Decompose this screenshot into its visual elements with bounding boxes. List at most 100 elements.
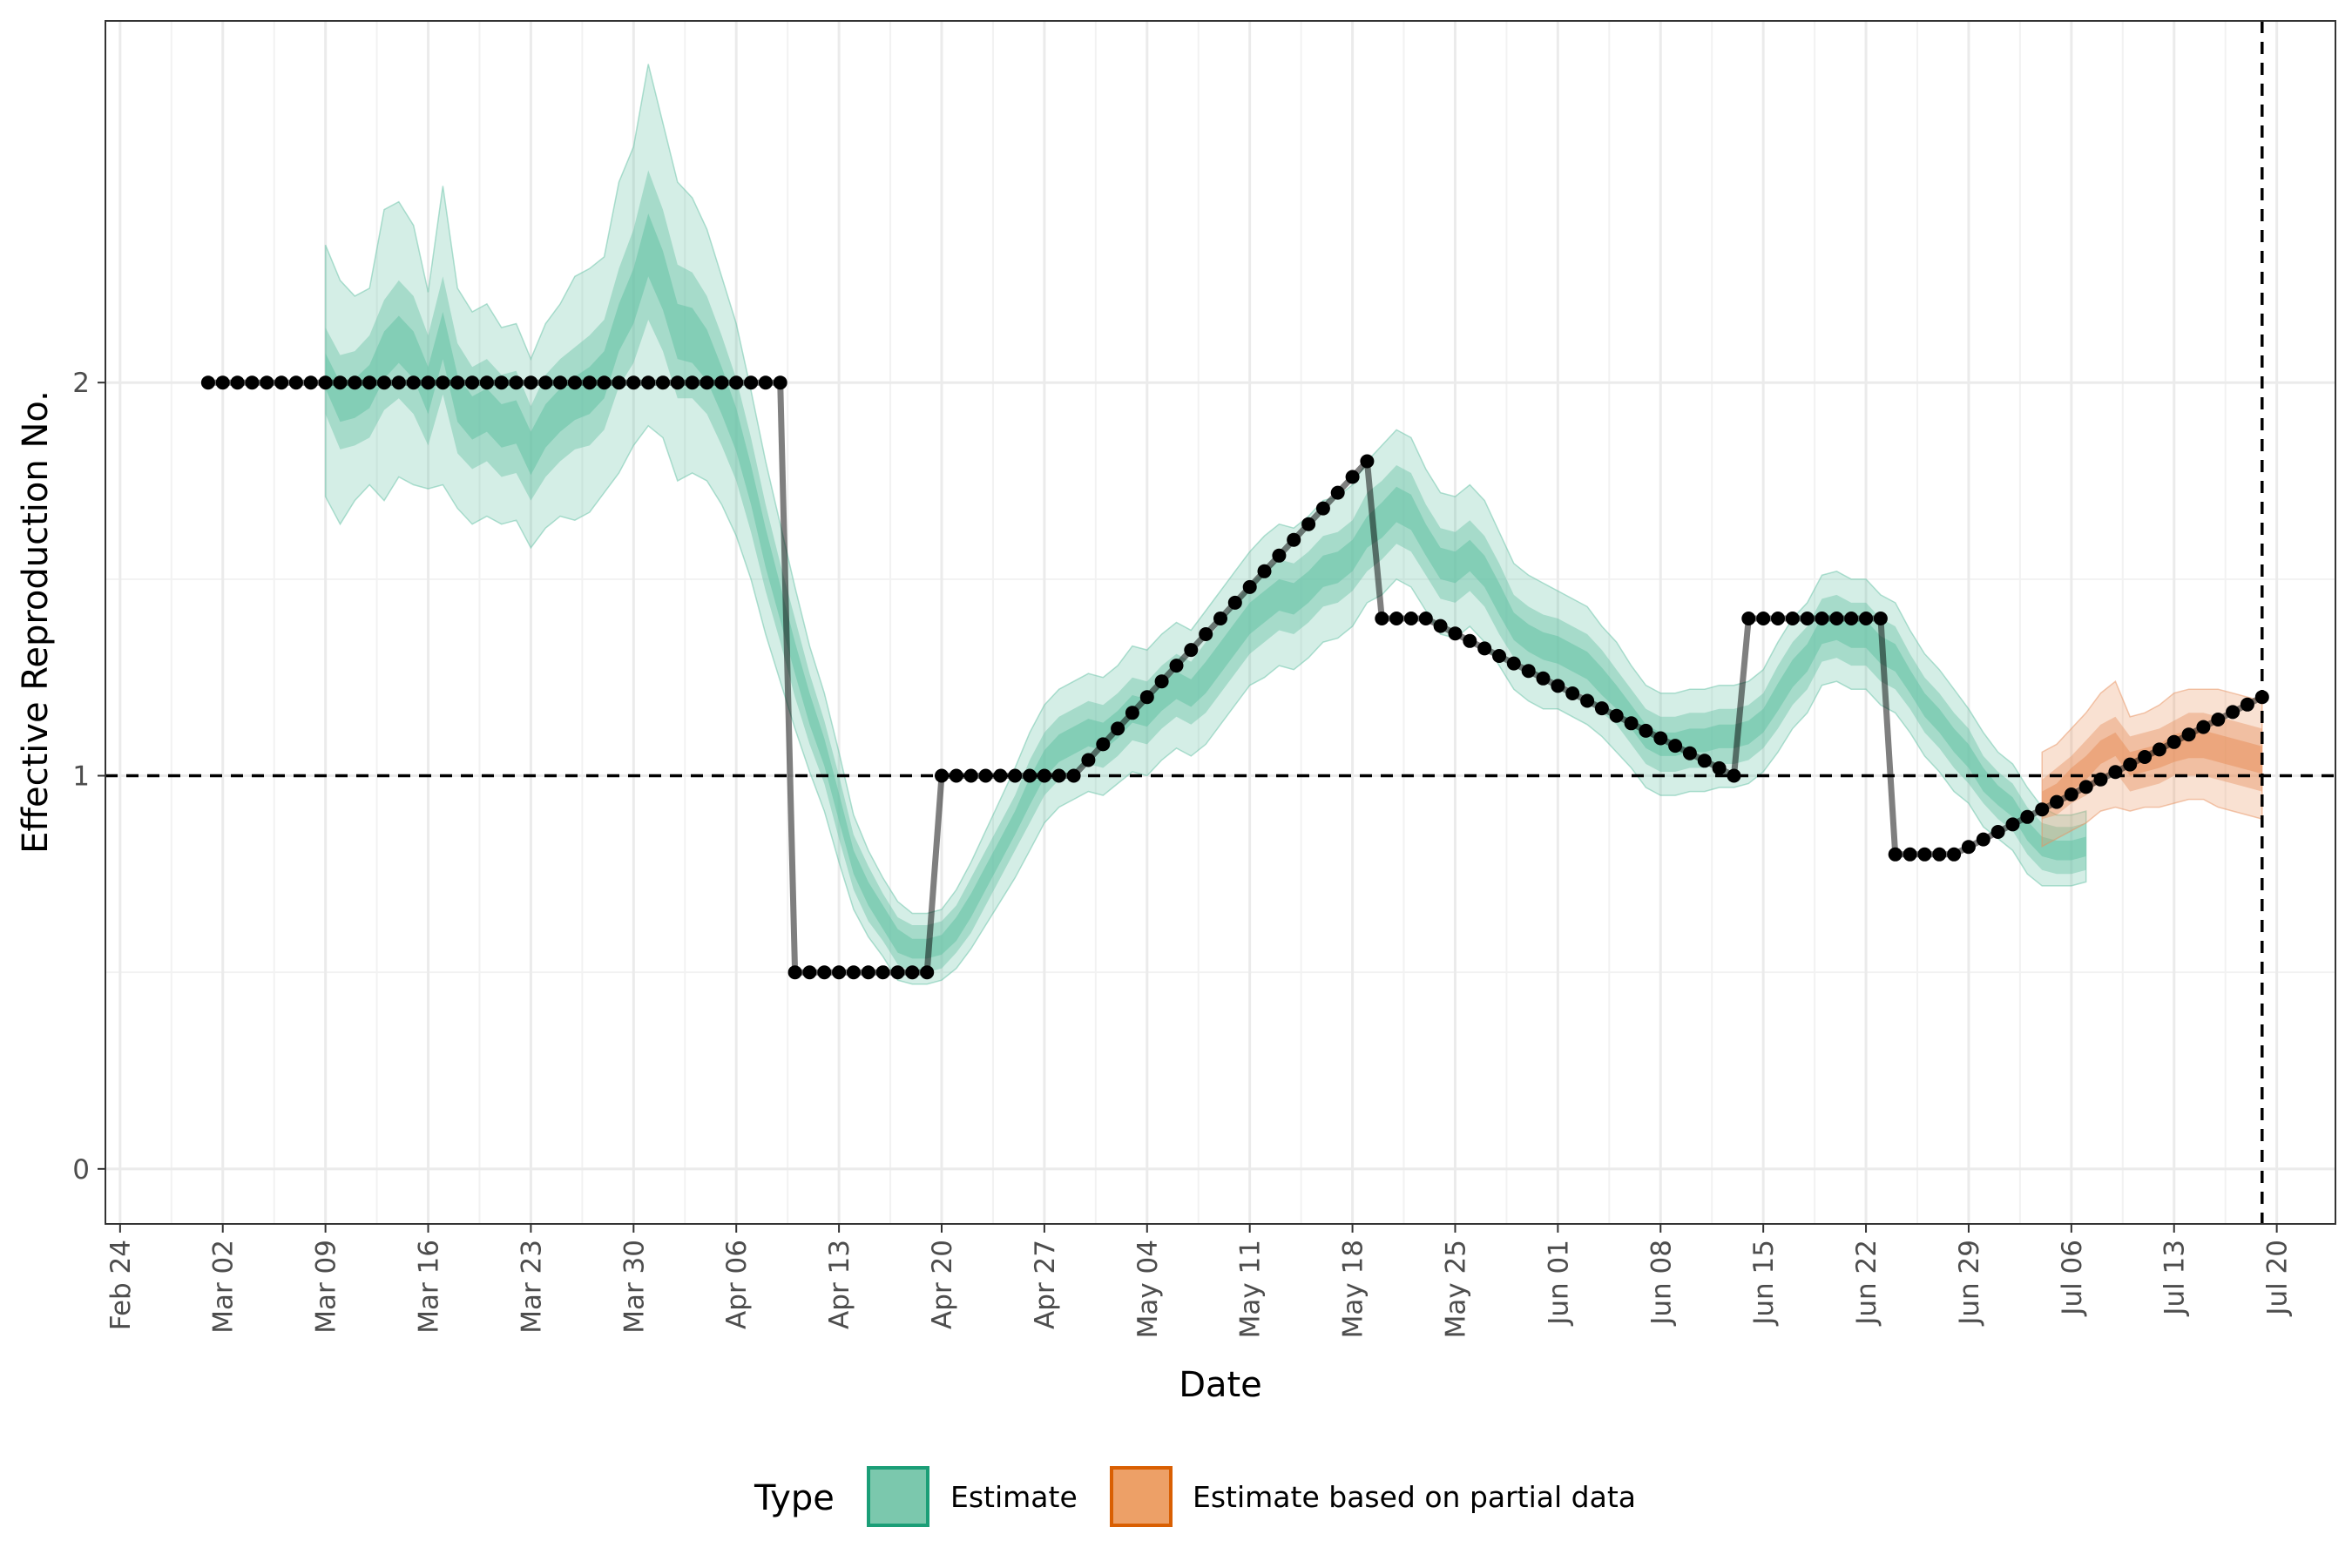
y-tick-label: 2 [72,368,90,399]
x-tick-label: Mar 16 [414,1240,445,1334]
true-rt-point-2020-03-23 [524,375,538,390]
true-rt-point-2020-04-13 [832,965,847,980]
x-tick-label: Jul 06 [2057,1240,2088,1317]
true-rt-point-2020-04-04 [700,375,714,390]
true-rt-point-2020-03-13 [377,375,391,390]
true-rt-point-2020-06-19 [1815,612,1829,625]
true-rt-point-2020-03-03 [230,375,245,390]
x-tick-label: Jul 20 [2262,1240,2294,1317]
true-rt-point-2020-03-15 [406,375,421,390]
true-rt-point-2020-07-01 [1990,825,2005,839]
true-rt-point-2020-03-09 [318,375,333,390]
true-rt-point-2020-03-31 [641,375,656,390]
true-rt-point-2020-03-07 [288,375,303,390]
true-rt-point-2020-03-08 [303,375,318,390]
true-rt-points [200,375,2269,980]
true-rt-point-2020-06-13 [1727,768,1741,783]
true-rt-point-2020-03-24 [538,375,553,390]
true-rt-point-2020-06-01 [1551,679,1565,693]
true-rt-point-2020-06-08 [1653,731,1668,746]
true-rt-point-2020-05-20 [1375,612,1389,625]
true-rt-point-2020-07-10 [2123,757,2138,772]
true-rt-point-2020-04-15 [861,965,875,980]
true-rt-point-2020-04-16 [875,965,890,980]
x-axis-title: Date [1179,1365,1262,1405]
true-rt-point-2020-05-04 [1139,690,1154,705]
x-tick-label: Jun 15 [1748,1240,1780,1327]
true-rt-point-2020-07-06 [2064,787,2078,801]
true-rt-point-2020-05-26 [1463,633,1477,648]
true-rt-point-2020-05-27 [1477,641,1492,656]
x-tick-label: Feb 24 [105,1240,137,1330]
true-rt-point-2020-05-25 [1448,626,1463,641]
true-rt-point-2020-04-01 [656,375,670,390]
true-rt-point-2020-06-23 [1873,612,1888,625]
true-rt-point-2020-04-08 [758,375,773,390]
true-rt-point-2020-04-28 [1051,768,1066,783]
legend-title: Type [754,1478,835,1518]
true-rt-point-2020-03-25 [553,375,568,390]
true-rt-point-2020-06-09 [1668,739,1683,754]
true-rt-point-2020-06-07 [1639,723,1653,738]
true-rt-point-2020-06-25 [1903,847,1917,862]
legend-key-partial [1110,1466,1173,1527]
y-tick-label: 1 [72,761,90,793]
true-rt-point-2020-04-24 [993,768,1008,783]
true-rt-point-2020-03-28 [597,375,612,390]
true-rt-point-2020-03-22 [509,375,524,390]
true-rt-point-2020-04-21 [949,768,963,783]
x-tick-label: Mar 23 [516,1240,547,1334]
true-rt-point-2020-03-02 [215,375,230,390]
y-axis-title: Effective Reproduction No. [16,390,56,854]
x-tick-label: Apr 27 [1030,1240,1061,1329]
true-rt-point-2020-05-30 [1521,664,1536,679]
true-rt-point-2020-06-20 [1829,612,1844,625]
true-rt-point-2020-05-13 [1272,548,1287,563]
true-rt-point-2020-04-02 [670,375,685,390]
true-rt-point-2020-03-27 [582,375,597,390]
true-rt-point-2020-04-07 [744,375,759,390]
true-rt-point-2020-07-11 [2138,750,2153,764]
true-rt-point-2020-07-02 [2005,817,2020,832]
true-rt-point-2020-05-28 [1492,649,1506,663]
true-rt-point-2020-07-16 [2211,713,2226,727]
true-rt-point-2020-06-22 [1859,612,1874,625]
true-rt-point-2020-03-20 [479,375,494,390]
partial-ci-20-band [2042,730,2262,808]
true-rt-point-2020-07-12 [2152,742,2166,757]
true-rt-point-2020-06-30 [1976,832,1990,847]
true-rt-point-2020-05-18 [1345,470,1360,484]
x-axis: Feb 24 Mar 02 Mar 09 Mar 16 Mar 23 Mar 30 Apr … [105,1224,2294,1338]
x-tick-label: Jun 29 [1954,1240,1985,1327]
true-rt-point-2020-05-15 [1301,517,1316,531]
true-rt-point-2020-07-17 [2226,705,2240,720]
true-rt-point-2020-03-18 [450,375,465,390]
x-tick-label: May 11 [1235,1240,1267,1338]
true-rt-point-2020-03-04 [245,375,260,390]
y-tick-label: 0 [72,1154,90,1186]
true-rt-point-2020-06-29 [1961,840,1976,855]
true-rt-point-2020-03-21 [494,375,509,390]
x-tick-label: Apr 06 [721,1240,753,1329]
true-rt-point-2020-03-30 [626,375,641,390]
true-rt-point-2020-05-22 [1403,612,1418,625]
true-rt-point-2020-06-26 [1917,847,1932,862]
true-rt-point-2020-05-12 [1257,564,1272,578]
true-rt-point-2020-06-11 [1697,754,1712,768]
true-rt-point-2020-05-14 [1287,532,1301,547]
true-rt-point-2020-04-12 [817,965,832,980]
true-rt-point-2020-03-14 [391,375,406,390]
true-rt-point-2020-07-18 [2240,697,2254,712]
true-rt-point-2020-06-21 [1844,612,1859,625]
x-tick-label: May 18 [1338,1240,1369,1338]
true-rt-point-2020-04-18 [905,965,920,980]
x-tick-label: Jun 08 [1646,1240,1677,1327]
panel-border [105,20,2336,1225]
true-rt-point-2020-04-06 [729,375,744,390]
legend-label-partial: Estimate based on partial data [1193,1480,1636,1514]
true-rt-point-2020-06-18 [1800,612,1815,625]
true-rt-point-2020-05-05 [1154,674,1169,689]
true-rt-point-2020-06-14 [1741,612,1756,625]
true-rt-point-2020-04-19 [920,965,935,980]
true-rt-point-2020-04-30 [1081,753,1096,767]
